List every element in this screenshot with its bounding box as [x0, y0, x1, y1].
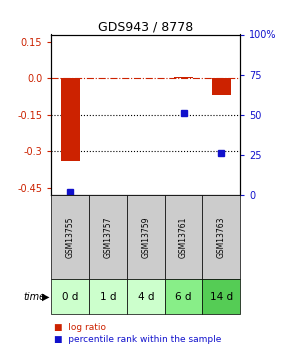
Text: 4 d: 4 d — [137, 292, 154, 302]
Bar — [174, 77, 193, 78]
Text: time: time — [23, 292, 45, 302]
Text: 0 d: 0 d — [62, 292, 78, 302]
Bar — [212, 78, 231, 95]
Text: GSM13763: GSM13763 — [217, 216, 226, 258]
Text: ■  percentile rank within the sample: ■ percentile rank within the sample — [54, 335, 222, 344]
Text: GSM13757: GSM13757 — [103, 216, 113, 258]
Text: 14 d: 14 d — [210, 292, 233, 302]
Text: ▶: ▶ — [42, 292, 50, 302]
Text: 6 d: 6 d — [175, 292, 192, 302]
Text: GSM13761: GSM13761 — [179, 217, 188, 258]
Text: GSM13759: GSM13759 — [141, 216, 150, 258]
Text: GSM13755: GSM13755 — [66, 216, 75, 258]
Bar — [61, 78, 80, 161]
Text: ■  log ratio: ■ log ratio — [54, 323, 106, 332]
Title: GDS943 / 8778: GDS943 / 8778 — [98, 20, 193, 33]
Text: 1 d: 1 d — [100, 292, 116, 302]
